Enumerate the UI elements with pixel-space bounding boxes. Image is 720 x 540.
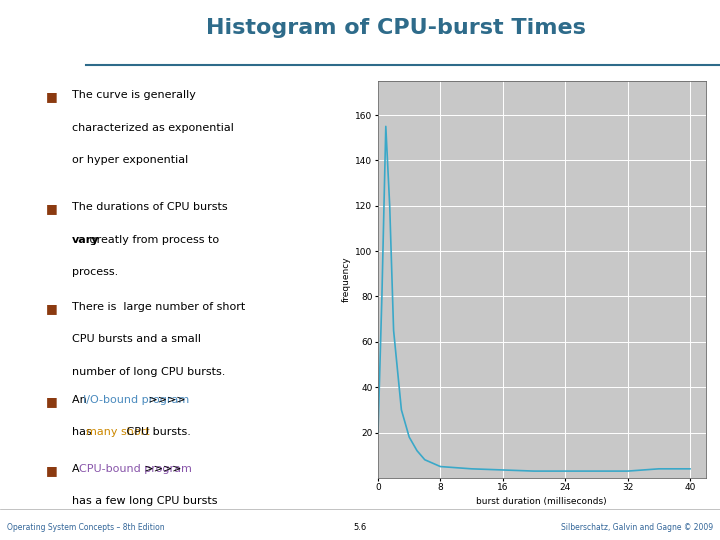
- Text: ■: ■: [46, 90, 58, 103]
- Y-axis label: frequency: frequency: [342, 256, 351, 302]
- Text: many short: many short: [86, 427, 150, 437]
- Text: An: An: [72, 395, 90, 405]
- Text: >>>>: >>>>: [141, 464, 181, 474]
- Text: Operating System Concepts – 8th Edition: Operating System Concepts – 8th Edition: [7, 523, 165, 532]
- Text: vary: vary: [72, 235, 99, 245]
- Text: or hyper exponential: or hyper exponential: [72, 155, 188, 165]
- Text: CPU bursts.: CPU bursts.: [122, 427, 191, 437]
- Text: CPU-bound program: CPU-bound program: [79, 464, 192, 474]
- Text: ■: ■: [46, 464, 58, 477]
- Text: The curve is generally: The curve is generally: [72, 90, 196, 100]
- Text: CPU bursts and a small: CPU bursts and a small: [72, 334, 201, 345]
- Text: I/O-bound program: I/O-bound program: [83, 395, 189, 405]
- Text: ■: ■: [46, 395, 58, 408]
- Text: number of long CPU bursts.: number of long CPU bursts.: [72, 367, 225, 377]
- Text: There is  large number of short: There is large number of short: [72, 302, 245, 312]
- Text: has a few long CPU bursts: has a few long CPU bursts: [72, 496, 217, 507]
- Text: 5.6: 5.6: [354, 523, 366, 532]
- X-axis label: burst duration (milliseconds): burst duration (milliseconds): [477, 497, 607, 505]
- Text: process.: process.: [72, 267, 118, 278]
- Text: Histogram of CPU-burst Times: Histogram of CPU-burst Times: [206, 18, 586, 38]
- Text: >>>>: >>>>: [145, 395, 185, 405]
- Text: A: A: [72, 464, 83, 474]
- Text: Silberschatz, Galvin and Gagne © 2009: Silberschatz, Galvin and Gagne © 2009: [561, 523, 713, 532]
- Text: ■: ■: [46, 202, 58, 215]
- Text: has: has: [72, 427, 95, 437]
- Text: ■: ■: [46, 302, 58, 315]
- Text: greatly from process to: greatly from process to: [86, 235, 220, 245]
- Text: characterized as exponential: characterized as exponential: [72, 123, 233, 133]
- Text: The durations of CPU bursts: The durations of CPU bursts: [72, 202, 228, 213]
